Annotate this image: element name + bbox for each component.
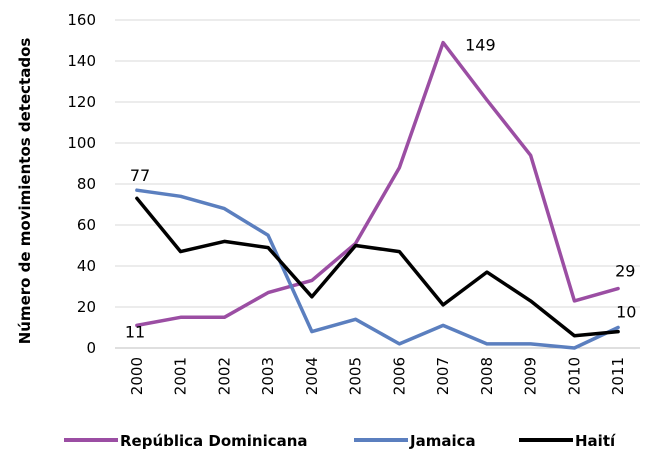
legend-label: Jamaica [409,432,476,450]
y-tick-label: 100 [67,134,96,152]
y-tick-label: 20 [77,298,96,316]
data-label: 29 [615,262,635,281]
y-tick-label: 0 [86,339,96,357]
y-tick-label: 40 [77,257,96,275]
series-lines [135,40,620,350]
data-label: 149 [465,36,496,55]
gridlines [115,19,640,349]
data-label: 77 [130,166,150,185]
y-tick-label: 140 [67,52,96,70]
y-axis-label: Número de movimientos detectados [16,38,34,345]
x-tick-label: 2005 [347,357,365,395]
data-labels: 77 11 149 29 10 [125,36,637,342]
x-tick-label: 2009 [522,357,540,395]
legend-label: Haití [575,432,616,450]
y-tick-label: 80 [77,175,96,193]
y-tick-label: 60 [77,216,96,234]
y-tick-labels: 0 20 40 60 80 100 120 140 160 [67,11,96,357]
legend-label: República Dominicana [120,432,308,450]
x-tick-label: 2004 [303,357,321,395]
series-line-2 [135,196,620,338]
x-tick-label: 2001 [172,357,190,395]
data-label: 10 [616,303,636,322]
series-line-0 [135,40,620,328]
x-tick-label: 2011 [609,357,627,395]
x-tick-label: 2003 [259,357,277,395]
series-line-1 [135,188,620,350]
x-tick-label: 2000 [128,357,146,395]
x-tick-label: 2006 [390,357,408,395]
x-tick-label: 2002 [215,357,233,395]
x-tick-label: 2007 [434,357,452,395]
data-label: 11 [125,322,145,341]
y-tick-label: 160 [67,11,96,29]
legend: República Dominicana Jamaica Haití [64,432,616,450]
x-tick-label: 2008 [478,357,496,395]
x-tick-label: 2010 [565,357,583,395]
x-tick-labels: 2000 2001 2002 2003 2004 2005 2006 2007 2008 2009… [128,357,627,395]
y-tick-label: 120 [67,93,96,111]
